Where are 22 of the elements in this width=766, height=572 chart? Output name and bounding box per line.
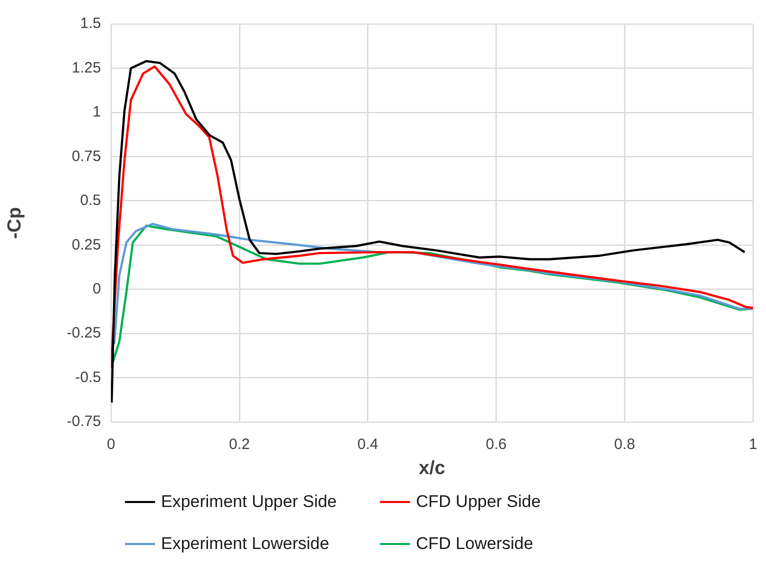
x-tick-label: 0.6 — [486, 436, 507, 454]
y-tick-label: 1.25 — [72, 59, 101, 76]
x-tick-label: 0 — [106, 436, 116, 454]
legend-label: Experiment Upper Side — [161, 492, 337, 512]
y-tick-label: 0 — [92, 280, 101, 298]
x-tick-label: 1 — [748, 436, 758, 454]
y-tick-label: -0.25 — [66, 324, 101, 342]
x-tick-label: 0.2 — [228, 436, 250, 454]
y-axis-title: -Cp — [4, 207, 26, 239]
y-tick-label: -0.75 — [66, 413, 101, 430]
x-tick-label: 0.4 — [357, 436, 378, 454]
x-axis-title: x/c — [418, 458, 446, 480]
y-tick-label: 1 — [92, 104, 101, 121]
y-tick-label: 0.25 — [72, 236, 101, 254]
legend-label: CFD Upper Side — [416, 492, 541, 512]
legend-label: Experiment Lowerside — [161, 534, 330, 554]
y-tick-label: -0.5 — [75, 368, 101, 386]
legend-label: CFD Lowerside — [416, 534, 534, 554]
y-tick-label: 1.5 — [80, 15, 101, 32]
y-tick-label: 0.75 — [72, 148, 101, 165]
x-tick-label: 0.8 — [614, 436, 636, 454]
y-tick-label: 0.5 — [80, 192, 101, 210]
